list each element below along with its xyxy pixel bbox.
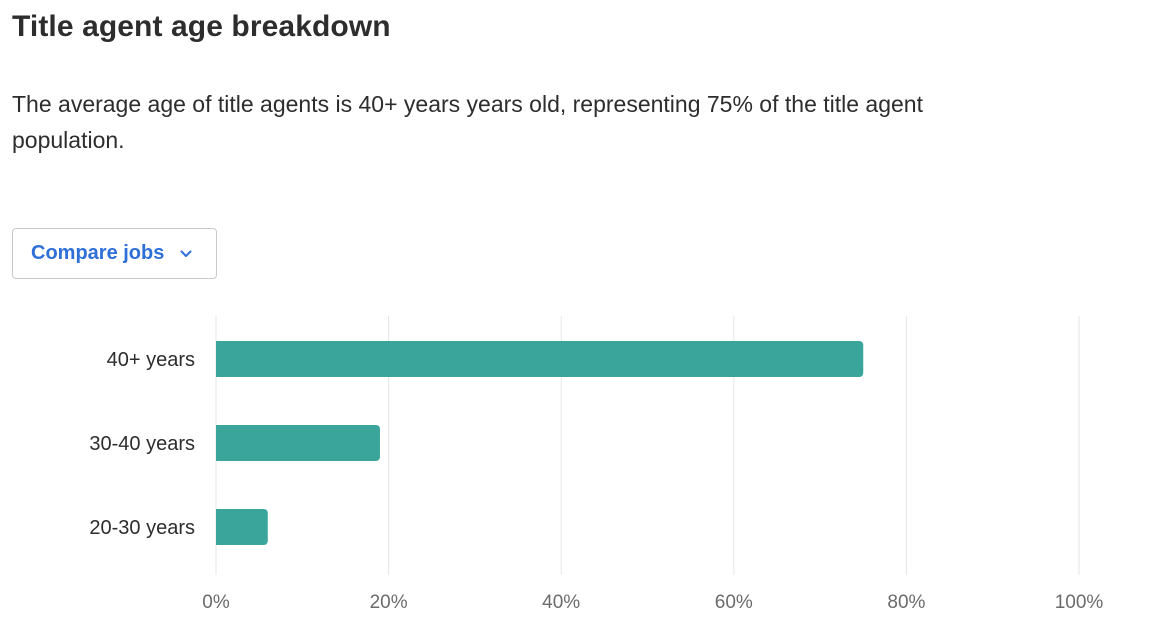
x-tick-label: 100% [1055, 592, 1104, 613]
bar-base [216, 509, 222, 545]
category-label: 40+ years [107, 349, 195, 371]
category-label: 20-30 years [89, 517, 195, 539]
bars [216, 341, 864, 545]
bar-base [216, 425, 222, 461]
category-label: 30-40 years [89, 433, 195, 455]
x-tick-label: 20% [370, 592, 408, 613]
page-title: Title agent age breakdown [12, 10, 391, 43]
bar[interactable] [216, 509, 268, 545]
bar-base [216, 341, 222, 377]
chevron-down-icon [180, 250, 192, 258]
category-labels: 40+ years 30-40 years 20-30 years [89, 349, 195, 539]
bar[interactable] [216, 425, 380, 461]
x-tick-label: 80% [887, 592, 925, 613]
x-tick-labels: 0% 20% 40% 60% 80% 100% [202, 592, 1103, 613]
x-tick-label: 60% [715, 592, 753, 613]
bar[interactable] [216, 341, 864, 377]
x-tick-label: 40% [542, 592, 580, 613]
compare-jobs-label: Compare jobs [31, 242, 165, 264]
description-text: The average age of title agents is 40+ y… [12, 91, 923, 153]
compare-jobs-button[interactable]: Compare jobs [12, 228, 217, 279]
x-tick-label: 0% [202, 592, 230, 613]
